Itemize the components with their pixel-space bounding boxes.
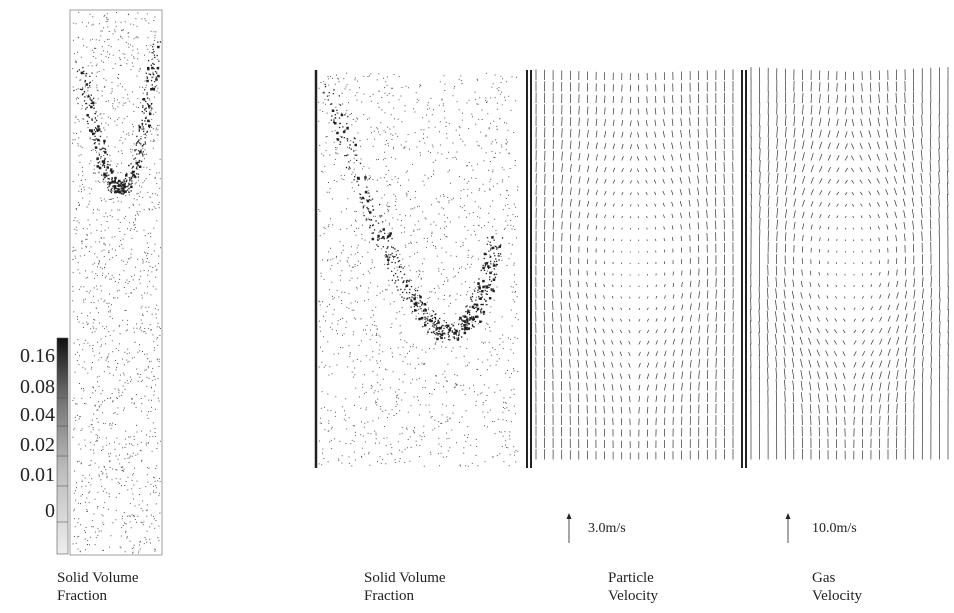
particle-vectors (535, 69, 734, 460)
caption: Solid Volume (57, 570, 139, 586)
left-speckles (72, 12, 162, 554)
caption: Velocity (608, 588, 658, 604)
vector (750, 67, 949, 460)
colorbar-label: 0.08 (20, 376, 55, 398)
scale-label: 10.0m/s (812, 521, 857, 536)
scale-arrowhead (566, 513, 572, 519)
colorbar-label: 0.02 (20, 434, 55, 456)
colorbar-label: 0 (45, 500, 55, 522)
caption: Velocity (812, 588, 862, 604)
colorbar-label: 0.01 (20, 464, 55, 486)
scale-label: 3.0m/s (588, 521, 626, 536)
caption: Fraction (364, 588, 414, 604)
colorbar (56, 337, 69, 555)
colorbar-label: 0.16 (20, 345, 55, 367)
colorbar-labels: 0.16 0.08 0.04 0.02 0.01 0 (20, 345, 68, 523)
gas-vectors (750, 67, 949, 460)
caption: Fraction (57, 588, 107, 604)
speckle (318, 72, 519, 467)
vector (535, 69, 734, 460)
caption: Solid Volume (364, 570, 446, 586)
scale-arrowhead (785, 513, 791, 519)
colorbar-label: 0.04 (20, 404, 55, 426)
caption: Particle (608, 570, 654, 586)
dense-speckle (323, 83, 504, 341)
left-panel-frame (69, 9, 163, 556)
right-speckles (318, 72, 519, 467)
caption: Gas (812, 570, 835, 586)
